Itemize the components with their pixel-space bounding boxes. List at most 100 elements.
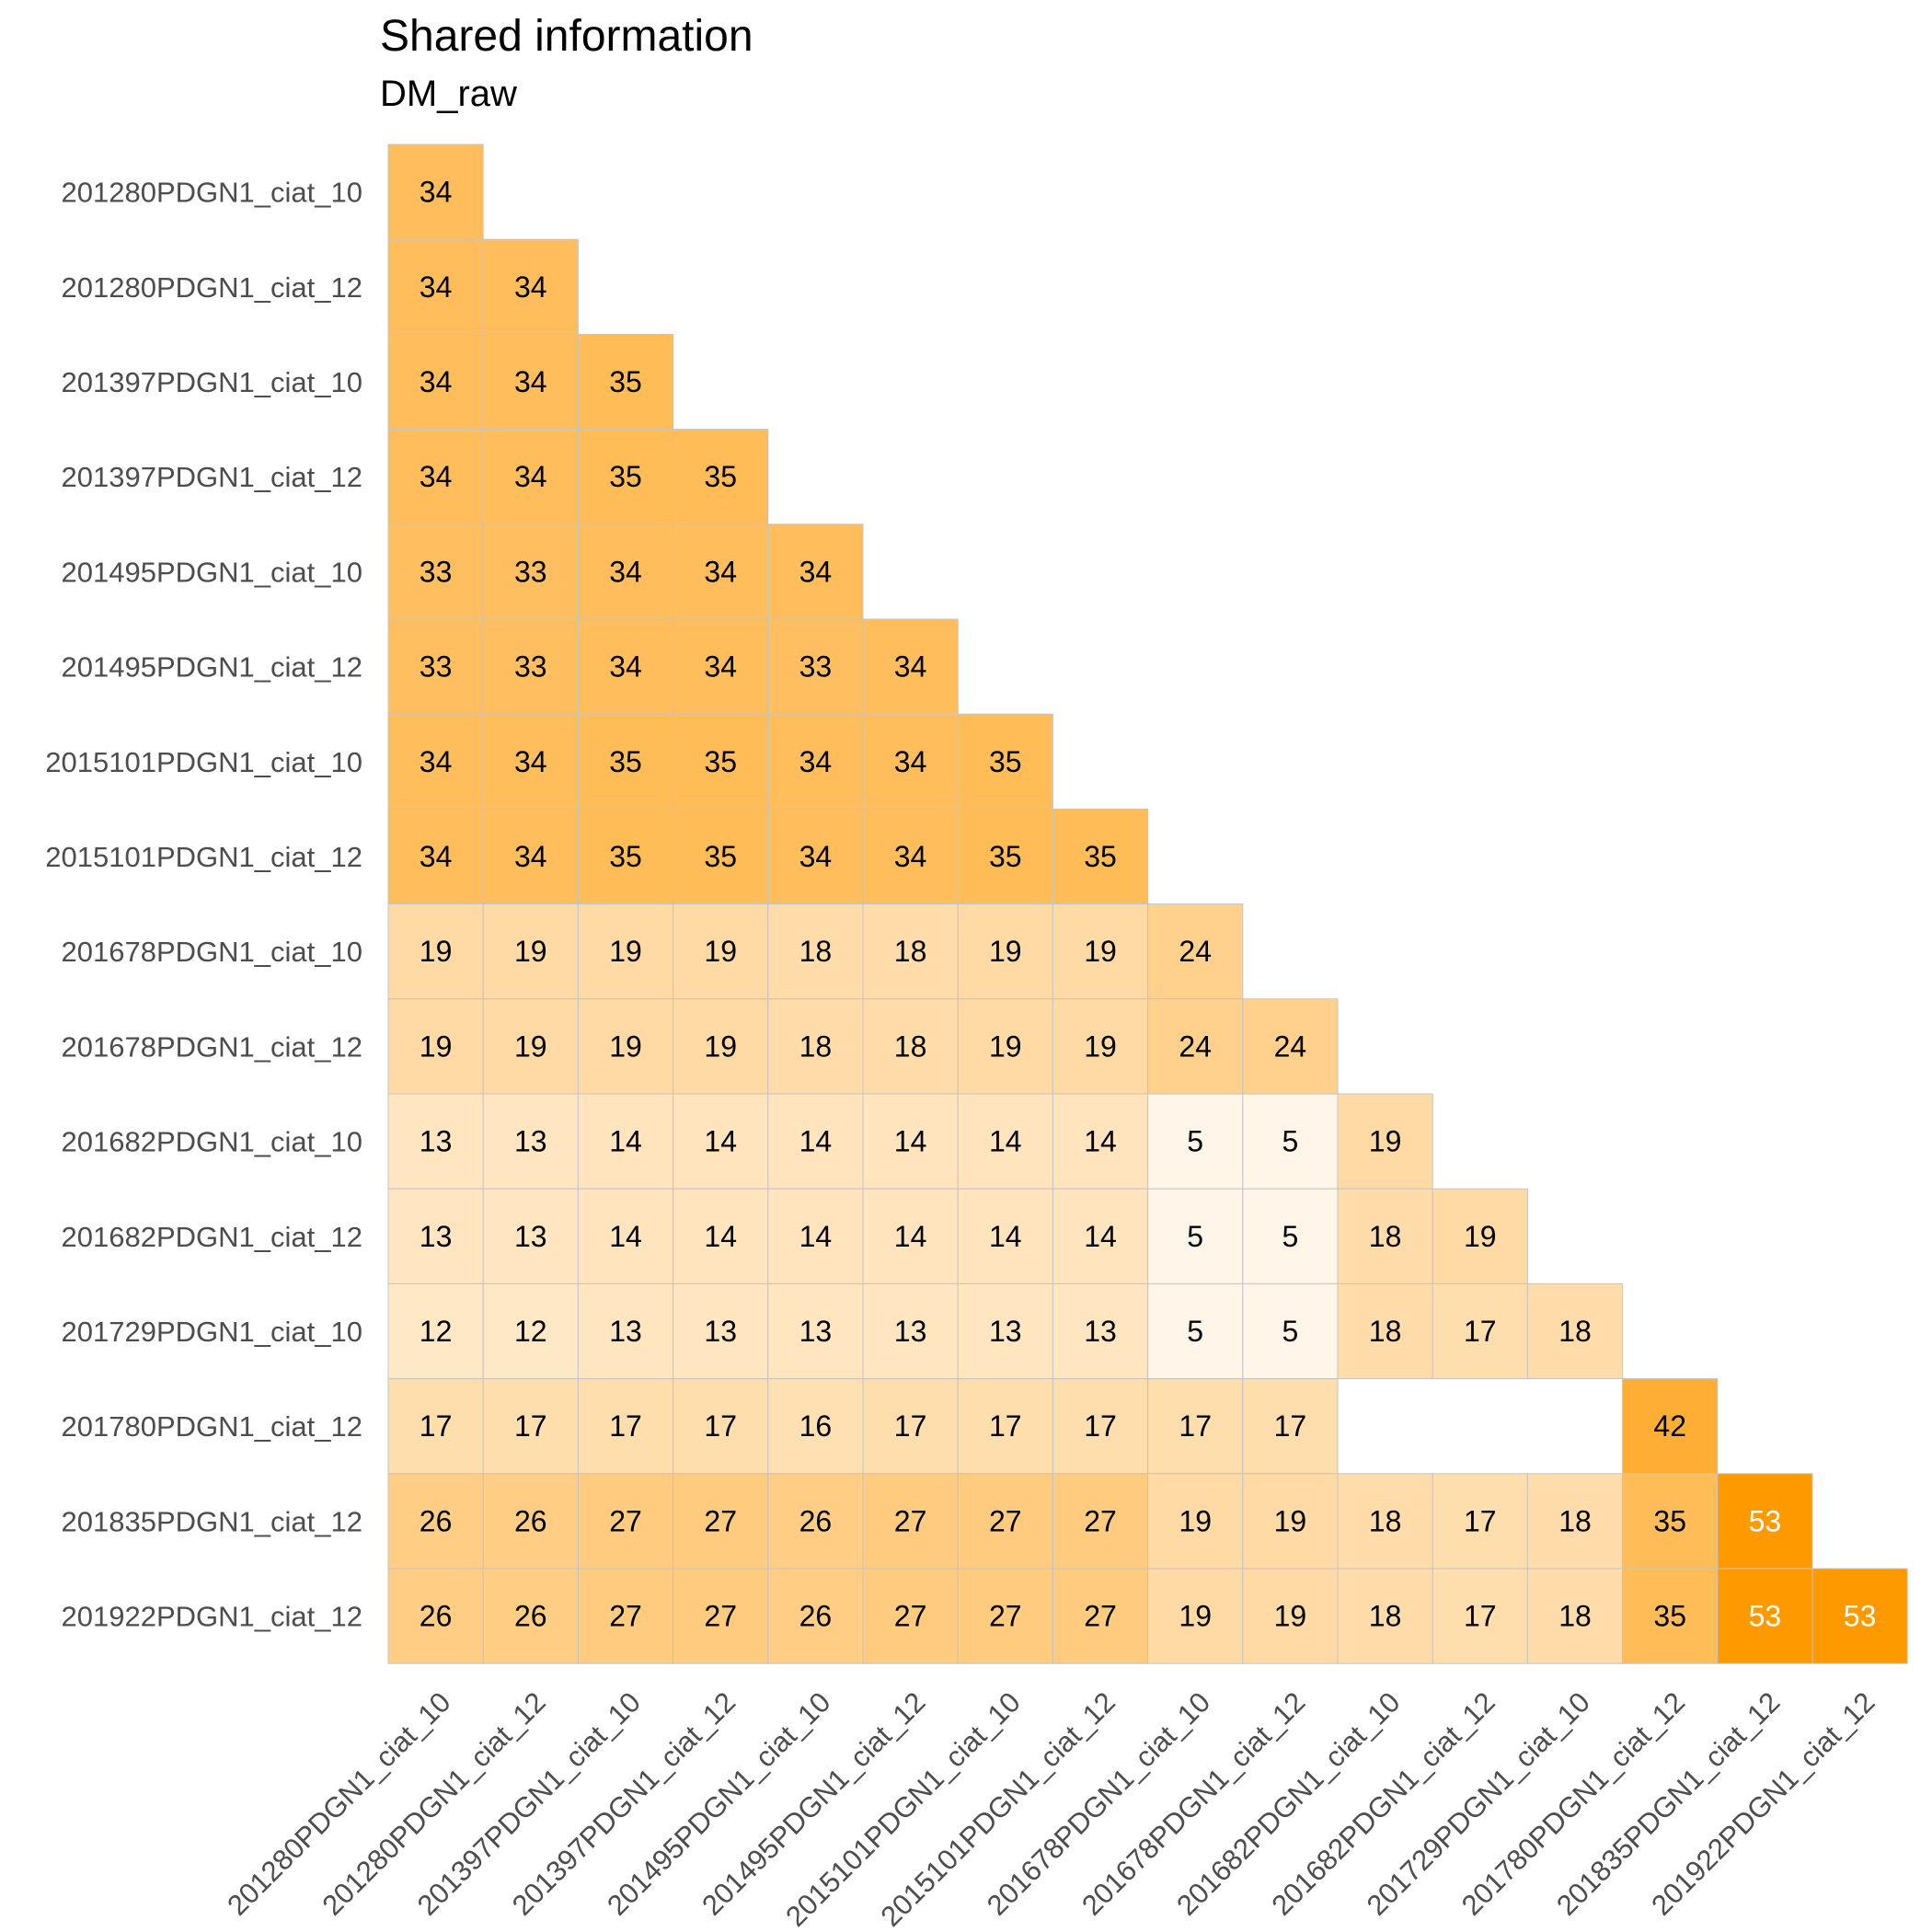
heatmap-cell bbox=[1526, 1568, 1624, 1664]
y-tick-label: 2015101PDGN1_ciat_10 bbox=[45, 746, 362, 778]
heatmap-cell bbox=[1337, 1093, 1433, 1190]
heatmap-cell bbox=[957, 1473, 1053, 1570]
y-tick-label: 201280PDGN1_ciat_12 bbox=[62, 271, 362, 304]
cell-value-label: 19 bbox=[514, 1029, 547, 1063]
heatmap-cell bbox=[482, 429, 579, 525]
heatmap-cell bbox=[862, 808, 959, 905]
heatmap-cell bbox=[1337, 1188, 1433, 1284]
y-tick-label: 201280PDGN1_ciat_10 bbox=[62, 177, 362, 209]
cell-value-label: 13 bbox=[894, 1315, 927, 1348]
heatmap-cell bbox=[1622, 1378, 1719, 1475]
heatmap-cell bbox=[767, 1093, 864, 1190]
cell-value-label: 34 bbox=[609, 555, 642, 588]
heatmap-cell bbox=[673, 808, 769, 905]
cell-value-label: 17 bbox=[1464, 1504, 1497, 1537]
cell-value-label: 26 bbox=[420, 1504, 453, 1537]
heatmap-cell bbox=[482, 238, 579, 335]
heatmap-cell bbox=[673, 1188, 769, 1284]
heatmap-cell bbox=[767, 1378, 864, 1475]
cell-value-label: 13 bbox=[420, 1220, 453, 1253]
cell-value-label: 13 bbox=[514, 1125, 547, 1158]
heatmap-cell bbox=[957, 808, 1053, 905]
heatmap-cell bbox=[482, 333, 579, 431]
cell-value-label: 34 bbox=[514, 270, 547, 304]
cell-value-label: 14 bbox=[894, 1125, 927, 1158]
heatmap-cell bbox=[767, 1188, 864, 1284]
cell-value-label: 34 bbox=[704, 555, 737, 588]
cell-value-label: 34 bbox=[514, 840, 547, 873]
heatmap-cell bbox=[862, 998, 959, 1095]
cell-value-label: 34 bbox=[609, 650, 642, 684]
heatmap-cell bbox=[482, 1188, 579, 1284]
cell-value-label: 18 bbox=[1558, 1315, 1592, 1348]
cell-value-label: 19 bbox=[1369, 1125, 1402, 1158]
heatmap-cell bbox=[482, 998, 579, 1095]
cell-value-label: 5 bbox=[1187, 1315, 1203, 1348]
heatmap-cell bbox=[1242, 1473, 1339, 1570]
cell-value-label: 17 bbox=[1274, 1409, 1307, 1443]
cell-value-label: 35 bbox=[609, 365, 642, 398]
cell-value-label: 19 bbox=[1274, 1600, 1307, 1633]
heatmap-cell bbox=[1337, 1568, 1433, 1664]
y-tick-label: 201397PDGN1_ciat_12 bbox=[62, 461, 362, 493]
cell-value-label: 34 bbox=[894, 650, 927, 684]
cell-value-label: 14 bbox=[609, 1220, 642, 1253]
heatmap-cell bbox=[1147, 903, 1244, 1000]
cell-value-label: 18 bbox=[894, 935, 927, 968]
cell-value-label: 53 bbox=[1749, 1504, 1782, 1537]
cell-value-label: 34 bbox=[894, 745, 927, 778]
heatmap-cell bbox=[482, 1093, 579, 1190]
heatmap-cell bbox=[673, 713, 769, 810]
heatmap-cell bbox=[1052, 1188, 1149, 1284]
cell-value-label: 18 bbox=[1369, 1600, 1402, 1633]
y-tick-label: 201682PDGN1_ciat_10 bbox=[62, 1126, 362, 1158]
cell-value-label: 27 bbox=[609, 1504, 642, 1537]
heatmap-cell bbox=[1147, 1473, 1244, 1570]
heatmap-cell bbox=[387, 523, 484, 620]
cell-value-label: 5 bbox=[1282, 1220, 1299, 1253]
heatmap-cell bbox=[862, 713, 959, 810]
cell-value-label: 14 bbox=[1084, 1220, 1117, 1253]
cell-value-label: 34 bbox=[514, 745, 547, 778]
cell-value-label: 14 bbox=[704, 1220, 737, 1253]
cell-value-label: 19 bbox=[704, 1029, 737, 1063]
cell-value-label: 14 bbox=[989, 1125, 1022, 1158]
cell-value-label: 19 bbox=[989, 1029, 1022, 1063]
heatmap-cell bbox=[957, 998, 1053, 1095]
cell-value-label: 19 bbox=[514, 935, 547, 968]
y-tick-label: 201397PDGN1_ciat_10 bbox=[62, 366, 362, 398]
cell-value-label: 33 bbox=[420, 650, 453, 684]
heatmap-cell bbox=[1052, 1282, 1149, 1380]
heatmap-cell bbox=[1242, 1378, 1339, 1475]
cell-value-label: 34 bbox=[704, 650, 737, 684]
heatmap-cell bbox=[1052, 1378, 1149, 1475]
heatmap-cell bbox=[1717, 1568, 1813, 1664]
heatmap-cell bbox=[577, 1093, 674, 1190]
y-tick-label: 201495PDGN1_ciat_12 bbox=[62, 651, 362, 684]
cell-value-label: 19 bbox=[609, 935, 642, 968]
heatmap-cell bbox=[1526, 1473, 1624, 1570]
cell-value-label: 34 bbox=[799, 555, 833, 588]
heatmap-cell bbox=[577, 1378, 674, 1475]
heatmap-cell bbox=[767, 903, 864, 1000]
cell-value-label: 19 bbox=[704, 935, 737, 968]
heatmap-cell bbox=[673, 998, 769, 1095]
heatmap-cell bbox=[482, 713, 579, 810]
heatmap-cell bbox=[673, 1473, 769, 1570]
heatmap-cell bbox=[1432, 1188, 1528, 1284]
y-tick-label: 2015101PDGN1_ciat_12 bbox=[45, 841, 362, 873]
cell-value-label: 13 bbox=[609, 1315, 642, 1348]
cell-value-label: 14 bbox=[1084, 1125, 1117, 1158]
heatmap-cell bbox=[1052, 1473, 1149, 1570]
cell-value-label: 19 bbox=[420, 1029, 453, 1063]
cell-value-label: 35 bbox=[1084, 840, 1117, 873]
heatmap-cell bbox=[767, 713, 864, 810]
cell-value-label: 35 bbox=[989, 840, 1022, 873]
cell-value-label: 26 bbox=[514, 1600, 547, 1633]
heatmap-cell bbox=[862, 1093, 959, 1190]
cell-value-label: 24 bbox=[1179, 935, 1212, 968]
cell-value-label: 33 bbox=[514, 555, 547, 588]
heatmap-cell bbox=[482, 618, 579, 715]
cell-value-label: 5 bbox=[1282, 1315, 1299, 1348]
cell-value-label: 35 bbox=[609, 840, 642, 873]
